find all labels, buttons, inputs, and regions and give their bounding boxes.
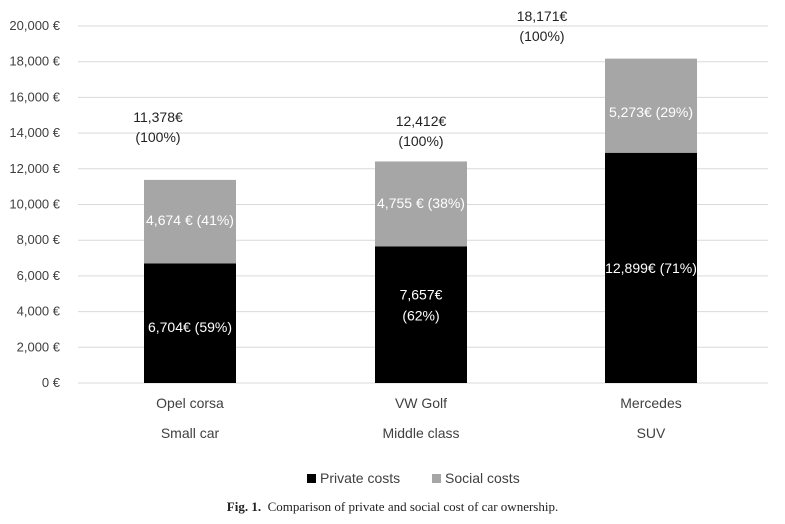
x-subcategory-label: SUV bbox=[637, 425, 666, 441]
y-tick-label: 12,000 € bbox=[9, 161, 60, 176]
y-tick-label: 4,000 € bbox=[17, 304, 61, 319]
bar-social-costs bbox=[375, 161, 467, 247]
y-tick-label: 10,000 € bbox=[9, 197, 60, 212]
y-tick-label: 16,000 € bbox=[9, 89, 60, 104]
y-tick-label: 8,000 € bbox=[17, 232, 61, 247]
y-tick-label: 6,000 € bbox=[17, 268, 61, 283]
bar-social-costs bbox=[605, 58, 697, 153]
data-label-total: 12,412€ (100%) bbox=[396, 113, 447, 149]
x-tick-label: Mercedes bbox=[620, 395, 681, 411]
bar-private-costs bbox=[375, 246, 467, 383]
data-label-total: 11,378€ (100%) bbox=[133, 109, 183, 145]
bar-private-costs bbox=[605, 152, 697, 383]
stacked-bar-chart: 0 € 2,000 € 4,000 € 6,000 € 8,000 € 10,000 € 1… bbox=[9, 8, 768, 486]
data-label-private: 12,899€ (71%) bbox=[605, 260, 697, 276]
data-label-private: 7,657€ (62%) bbox=[400, 287, 443, 324]
bar-private-costs bbox=[144, 263, 236, 383]
data-label-social: 5,273€ (29%) bbox=[609, 104, 693, 120]
data-label-social: 4,674 € (41%) bbox=[146, 212, 234, 228]
x-tick-label: VW Golf bbox=[395, 395, 447, 411]
y-tick-label: 2,000 € bbox=[17, 339, 61, 354]
figure-caption: Fig. 1. Comparison of private and social… bbox=[0, 499, 785, 515]
x-subcategory-label: Middle class bbox=[382, 425, 459, 441]
caption-prefix: Fig. 1. bbox=[226, 499, 262, 514]
data-label-private: 6,704€ (59%) bbox=[148, 319, 232, 335]
y-tick-label: 18,000 € bbox=[9, 54, 60, 69]
caption-text: Comparison of private and social cost of… bbox=[267, 499, 559, 514]
legend-swatch bbox=[307, 474, 316, 483]
legend-label: Social costs bbox=[445, 470, 520, 486]
y-tick-label: 14,000 € bbox=[9, 125, 60, 140]
legend-label: Private costs bbox=[320, 470, 400, 486]
x-tick-label: Opel corsa bbox=[156, 395, 224, 411]
y-tick-label: 20,000 € bbox=[9, 18, 60, 33]
y-tick-label: 0 € bbox=[42, 375, 61, 390]
legend-swatch bbox=[432, 474, 441, 483]
x-subcategory-label: Small car bbox=[161, 425, 220, 441]
data-label-total: 18,171€ (100%) bbox=[517, 8, 568, 44]
data-label-social: 4,755 € (38%) bbox=[377, 195, 465, 211]
bar-social-costs bbox=[144, 179, 236, 264]
